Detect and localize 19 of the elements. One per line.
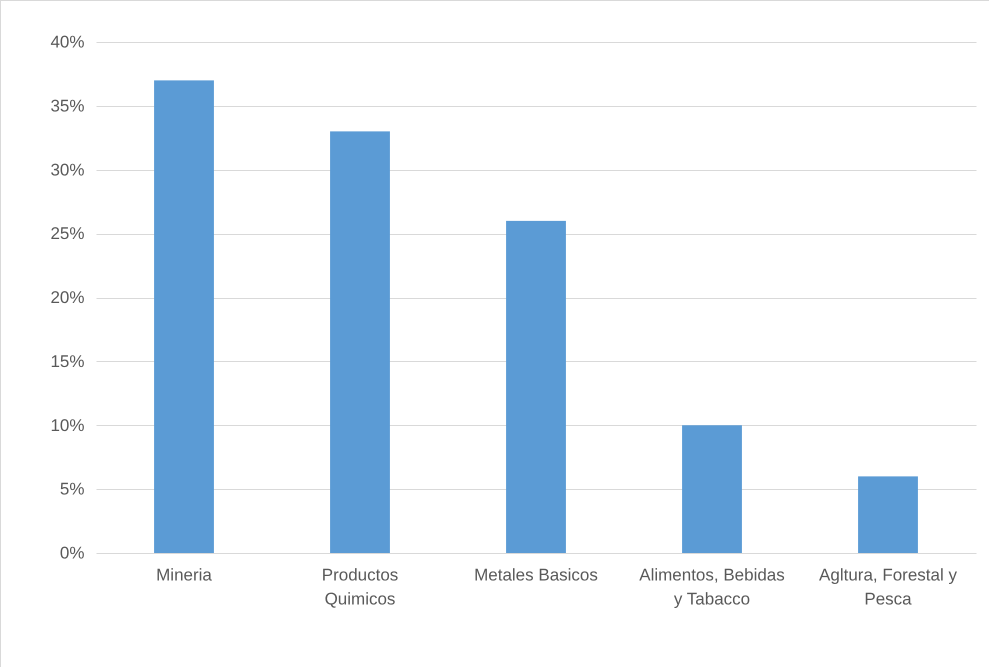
x-tick-label: Alimentos, Bebidas y Tabacco: [639, 566, 785, 608]
x-tick-label: Mineria: [156, 566, 212, 584]
x-tick-label: Metales Basicos: [474, 566, 598, 584]
y-tick-label: 25%: [50, 224, 84, 244]
x-tick-label: Agltura, Forestal y Pesca: [819, 566, 958, 608]
y-tick-label: 0%: [60, 544, 84, 562]
y-tick-label: 5%: [60, 480, 84, 499]
y-tick-label: 30%: [50, 160, 84, 180]
x-tick-label: Productos Quimicos: [322, 566, 398, 608]
y-tick-label: 40%: [50, 32, 84, 52]
bar: [154, 80, 214, 553]
y-tick-label: 10%: [50, 416, 84, 435]
bar: [506, 220, 566, 553]
y-tick-label: 15%: [50, 352, 84, 371]
bar: [858, 476, 918, 553]
bar: [682, 425, 742, 553]
bar: [330, 131, 390, 553]
y-tick-label: 20%: [50, 288, 84, 307]
y-tick-label: 35%: [50, 96, 84, 116]
